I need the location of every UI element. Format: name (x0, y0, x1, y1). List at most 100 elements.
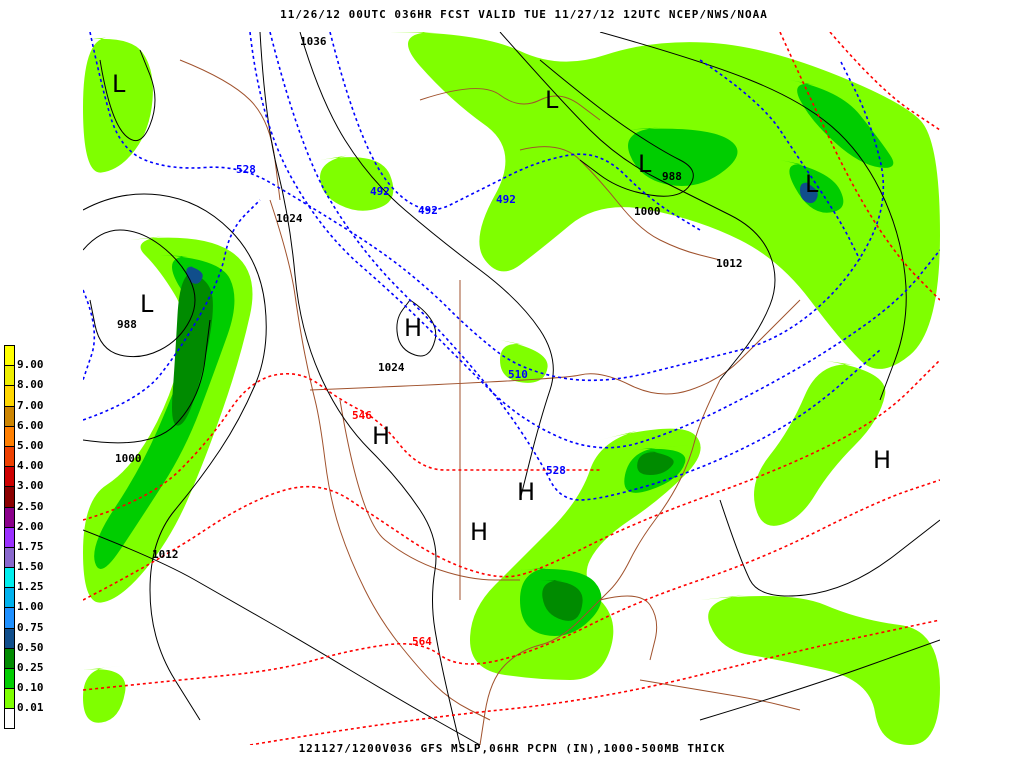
legend-label: 9.00 (17, 358, 44, 372)
high-pressure-marker: H (517, 478, 535, 506)
legend-label: 2.00 (17, 519, 44, 533)
precip-area (83, 665, 130, 723)
thickness-label: 564 (412, 635, 432, 648)
low-pressure-marker: L (545, 86, 559, 114)
isobar-label: 1000 (634, 205, 661, 218)
legend-swatch (4, 526, 15, 547)
isobar-line (299, 32, 554, 501)
isobar-line (396, 299, 437, 357)
legend-label: 0.50 (17, 640, 44, 654)
legend-item: 2.00 (4, 506, 44, 532)
legend-swatch (4, 486, 15, 507)
isobar-label: 1036 (300, 35, 327, 48)
legend-swatch (4, 567, 15, 588)
legend-item: 9.00 (4, 345, 44, 370)
legend-swatch (4, 668, 15, 689)
legend-item: 5.00 (4, 425, 44, 451)
isobar-label: 1024 (276, 212, 303, 225)
legend-item: 6.00 (4, 405, 44, 431)
precip-area (800, 180, 820, 204)
isobar-line (259, 32, 461, 745)
thickness-line-cold (83, 289, 96, 381)
isobar-label: 988 (662, 170, 682, 183)
precip-area (620, 125, 738, 186)
thickness-line-cold (89, 32, 885, 382)
isobar-line (719, 499, 940, 597)
legend-swatch (4, 587, 15, 608)
coastline (179, 59, 281, 201)
coastline (639, 679, 801, 711)
legend-swatch (4, 425, 15, 446)
high-pressure-marker: H (470, 518, 488, 546)
legend-swatch (4, 385, 15, 406)
legend-label: 0.25 (17, 661, 44, 674)
thickness-line-warm (83, 359, 940, 601)
low-pressure-marker: L (140, 290, 154, 318)
precip-area (83, 35, 153, 173)
thickness-line-cold (269, 32, 881, 501)
coastline (309, 299, 801, 395)
isobar-line (83, 193, 267, 721)
legend-item: 1.00 (4, 587, 44, 612)
legend-label: 0.75 (17, 620, 44, 634)
isobar-line (499, 32, 776, 381)
thickness-line-warm (249, 619, 940, 745)
thickness-label: 528 (236, 163, 256, 176)
legend-label: 1.75 (17, 539, 44, 553)
low-pressure-marker: L (805, 170, 819, 198)
precip-area (700, 590, 940, 745)
legend-item (4, 708, 44, 729)
legend-swatch (4, 647, 15, 668)
thickness-line-warm (83, 479, 940, 691)
legend-swatch (4, 708, 15, 729)
legend-swatch (4, 607, 15, 628)
map-labels: 1036 1024 988 1000 1012 988 1000 1012 1024 528 492… (112, 35, 891, 648)
isobar-line (599, 32, 907, 401)
precip-area (637, 450, 680, 475)
coastline (419, 88, 601, 121)
legend-item: 4.00 (4, 445, 44, 471)
legend-label: 5.00 (17, 438, 44, 452)
coastline (269, 199, 491, 721)
thickness-line-warm (83, 372, 600, 521)
precip-legend: 9.00 8.00 7.00 6.00 5.00 4.00 3.00 2.50 2.00 1.75… (4, 345, 44, 729)
coastlines-borders (179, 59, 801, 745)
legend-label: 4.00 (17, 459, 44, 473)
isobar-line (539, 59, 694, 197)
thickness-label: 492 (418, 204, 438, 217)
precip-area (390, 32, 940, 369)
legend-item: 1.75 (4, 526, 44, 552)
legend-label: 3.00 (17, 479, 44, 493)
isobar-label: 1012 (716, 257, 743, 270)
low-pressure-marker: L (638, 150, 652, 178)
legend-item: 0.75 (4, 607, 44, 633)
high-pressure-marker: H (372, 422, 390, 450)
legend-swatch (4, 345, 15, 366)
legend-item: 0.10 (4, 668, 44, 693)
high-pressure-marker: H (873, 446, 891, 474)
high-pressure-marker: H (404, 314, 422, 342)
legend-label: 2.50 (17, 499, 44, 513)
thickness-label: 528 (546, 464, 566, 477)
legend-item: 1.50 (4, 546, 44, 572)
legend-label: 1.50 (17, 560, 44, 574)
legend-item: 0.50 (4, 627, 44, 653)
thickness-line-cold (83, 199, 261, 421)
legend-swatch (4, 546, 15, 568)
legend-swatch (4, 445, 15, 467)
coastline (519, 146, 721, 261)
low-pressure-marker: L (112, 70, 126, 98)
legend-swatch (4, 506, 15, 527)
precip-area (540, 580, 585, 621)
isobar-label: 1000 (115, 452, 142, 465)
isobar-line (83, 319, 211, 444)
thickness-line-cold (699, 59, 861, 261)
legend-label: 6.00 (17, 418, 44, 432)
thickness-label: 546 (352, 409, 372, 422)
coastline (599, 595, 658, 661)
legend-item: 1.25 (4, 567, 44, 592)
thickness-label: 492 (496, 193, 516, 206)
legend-label: 7.00 (17, 398, 44, 412)
thickness-label: 510 (508, 368, 528, 381)
isobars (83, 32, 940, 745)
